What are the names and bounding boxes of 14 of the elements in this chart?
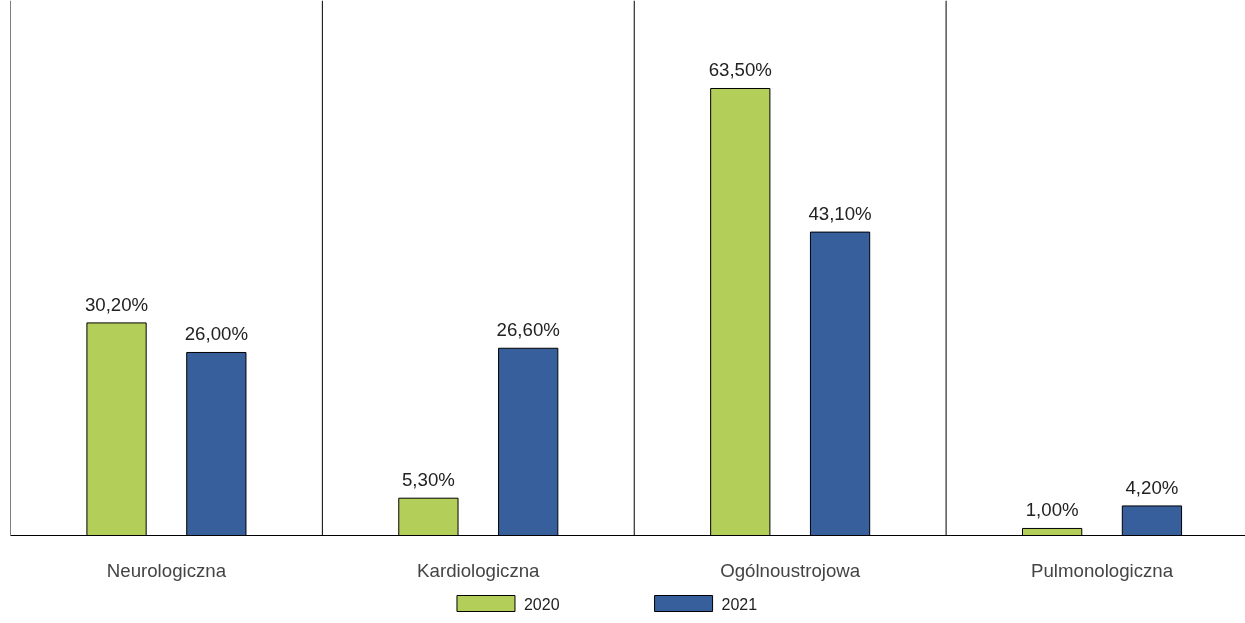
data-label: 26,00% [184,323,248,345]
x-tick-label: Pulmonologiczna [1031,559,1174,581]
data-label: 1,00% [1025,499,1079,521]
data-label: 26,60% [496,319,560,341]
data-label: 4,20% [1125,476,1179,498]
data-label: 5,30% [401,469,455,491]
data-label: 30,20% [84,293,149,315]
x-tick-label: Neurologiczna [106,559,227,581]
x-tick-label: Ogólnoustrojowa [720,559,861,581]
legend-label: 2021 [721,595,758,613]
data-label: 43,10% [808,203,872,225]
data-label: 63,50% [708,59,772,81]
x-tick-label: Kardiologiczna [417,559,541,581]
legend-label: 2020 [523,595,560,613]
